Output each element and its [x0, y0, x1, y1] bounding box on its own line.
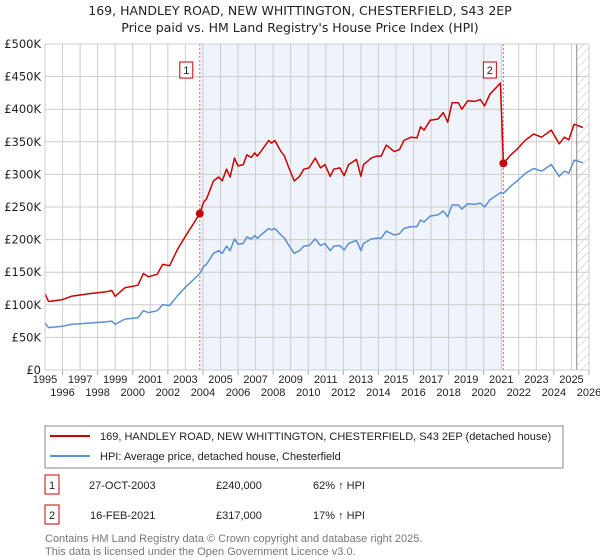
- x-tick-label: 2025: [559, 374, 583, 386]
- x-tick-label: 2006: [226, 387, 250, 399]
- y-tick-label: £350K: [4, 135, 41, 149]
- x-tick-label: 2001: [138, 374, 162, 386]
- x-tick-label: 2015: [384, 374, 408, 386]
- sale-label-box: [482, 61, 497, 79]
- x-tick-label: 2022: [507, 387, 531, 399]
- sale-date: 16-FEB-2021: [90, 510, 155, 522]
- x-tick-label: 2018: [436, 387, 460, 399]
- sale-price: £240,000: [216, 480, 262, 492]
- y-tick-label: £500K: [4, 37, 41, 51]
- x-tick-label: 2003: [173, 374, 197, 386]
- y-tick-label: £50K: [12, 330, 42, 344]
- sale-price: £317,000: [216, 510, 262, 522]
- legend: [44, 425, 564, 469]
- x-tick-label: 2002: [156, 387, 180, 399]
- x-tick-label: 1995: [33, 374, 57, 386]
- y-tick-label: £450K: [4, 70, 41, 84]
- x-tick-label: 2010: [296, 387, 320, 399]
- x-tick-label: 2009: [278, 374, 302, 386]
- x-tick-label: 2011: [314, 374, 338, 386]
- y-tick-label: £250K: [4, 200, 41, 214]
- sale-hpi-change: 17% ↑ HPI: [313, 510, 365, 522]
- sale-point: [499, 159, 508, 168]
- x-tick-label: 2005: [208, 374, 232, 386]
- y-tick-label: £150K: [4, 265, 41, 279]
- x-tick-label: 1999: [103, 374, 127, 386]
- x-tick-label: 2014: [366, 387, 390, 399]
- property-price-line: [44, 82, 584, 303]
- hpi-line: [44, 159, 584, 329]
- sale-id: 1: [49, 480, 55, 492]
- sale-date: 27-OCT-2003: [89, 480, 156, 492]
- sale-point: [195, 209, 204, 218]
- x-tick-label: 1998: [85, 387, 109, 399]
- y-tick-label: £0: [26, 363, 41, 377]
- sale-marker-box: [44, 474, 60, 495]
- x-tick-label: 2019: [454, 374, 478, 386]
- x-tick-label: 2026: [577, 387, 600, 399]
- sale-id: 2: [49, 510, 55, 522]
- x-tick-label: 2024: [542, 387, 566, 399]
- x-tick-label: 2017: [419, 374, 443, 386]
- sale-marker-box: [44, 504, 60, 525]
- y-tick-label: £100K: [4, 298, 41, 312]
- legend-label-property: 169, HANDLEY ROAD, NEW WHITTINGTON, CHES…: [100, 431, 551, 443]
- legend-label-hpi: HPI: Average price, detached house, Ches…: [100, 451, 341, 463]
- x-tick-label: 2016: [401, 387, 425, 399]
- x-tick-label: 2004: [191, 387, 215, 399]
- x-tick-label: 2023: [524, 374, 548, 386]
- y-tick-label: £400K: [4, 102, 41, 116]
- sale-label: 2: [487, 65, 493, 77]
- x-tick-label: 2000: [120, 387, 144, 399]
- x-tick-label: 2020: [471, 387, 495, 399]
- x-tick-label: 1996: [50, 387, 74, 399]
- x-tick-label: 2007: [243, 374, 267, 386]
- footer-copyright: Contains HM Land Registry data © Crown c…: [45, 533, 422, 545]
- footer-licence: This data is licensed under the Open Gov…: [45, 546, 356, 558]
- y-tick-label: £300K: [4, 167, 41, 181]
- x-tick-label: 2008: [261, 387, 285, 399]
- x-tick-label: 2013: [349, 374, 373, 386]
- chart-subtitle: Price paid vs. HM Land Registry's House …: [121, 20, 478, 35]
- x-tick-label: 1997: [68, 374, 92, 386]
- sale-label: 1: [183, 65, 189, 77]
- plot-border: [44, 43, 590, 371]
- chart-title: 169, HANDLEY ROAD, NEW WHITTINGTON, CHES…: [88, 3, 512, 18]
- sales-table-row: 2 16-FEB-2021 £317,000 17% ↑ HPI: [44, 504, 365, 525]
- sale-hpi-change: 62% ↑ HPI: [313, 480, 365, 492]
- x-tick-label: 2021: [489, 374, 513, 386]
- x-tick-label: 2012: [331, 387, 355, 399]
- sales-table-row: 1 27-OCT-2003 £240,000 62% ↑ HPI: [44, 474, 365, 495]
- y-tick-label: £200K: [4, 233, 41, 247]
- sale-label-box: [179, 61, 194, 79]
